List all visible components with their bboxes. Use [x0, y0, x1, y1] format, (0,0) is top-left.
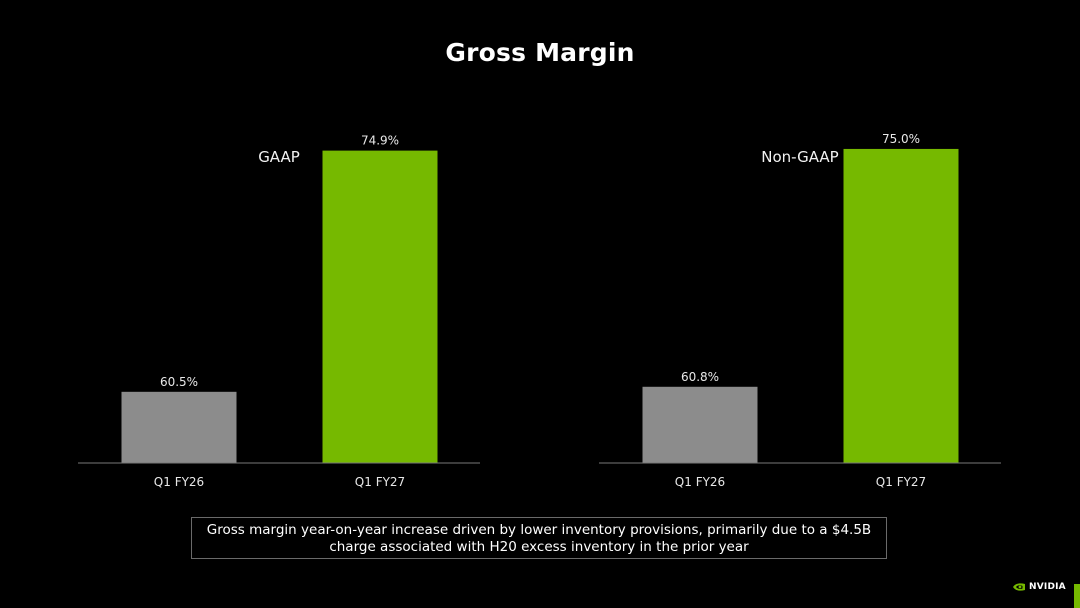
- commentary-line-2: charge associated with H20 excess invent…: [329, 539, 749, 555]
- non-gaap-chart-panel: Non-GAAP 60.8% Q1 FY26 75.0% Q1 FY27: [599, 132, 1001, 500]
- commentary-line-1: Gross margin year-on-year increase drive…: [206, 522, 872, 538]
- non-gaap-category-label-2: Q1 FY27: [876, 475, 926, 489]
- non-gaap-category-label-1: Q1 FY26: [675, 475, 725, 489]
- non-gaap-bar-1: [642, 386, 758, 463]
- corner-accent-bar: [1074, 584, 1080, 608]
- non-gaap-value-label-1: 60.8%: [681, 370, 719, 384]
- non-gaap-chart-title: Non-GAAP: [761, 148, 839, 166]
- nvidia-logo: NVIDIA: [1012, 580, 1066, 594]
- gaap-chart-panel: GAAP 60.5% Q1 FY26 74.9% Q1 FY27: [78, 134, 480, 500]
- gaap-bar-chart: 60.5% Q1 FY26 74.9% Q1 FY27: [78, 134, 480, 489]
- nvidia-logo-text: NVIDIA: [1029, 582, 1066, 592]
- gaap-category-label-2: Q1 FY27: [355, 475, 405, 489]
- gaap-category-label-1: Q1 FY26: [154, 475, 204, 489]
- gaap-bar-2: [322, 150, 438, 464]
- commentary-box: Gross margin year-on-year increase drive…: [191, 517, 887, 559]
- nvidia-eye-icon: [1013, 583, 1025, 591]
- non-gaap-bar-2: [843, 148, 959, 463]
- non-gaap-bar-chart: 60.8% Q1 FY26 75.0% Q1 FY27: [599, 132, 1001, 489]
- gaap-bar-1: [121, 391, 237, 463]
- gaap-value-label-1: 60.5%: [160, 375, 198, 389]
- gaap-value-label-2: 74.9%: [361, 134, 399, 148]
- slide-title: Gross Margin: [445, 38, 635, 67]
- non-gaap-value-label-2: 75.0%: [882, 132, 920, 146]
- gaap-chart-title: GAAP: [258, 148, 300, 166]
